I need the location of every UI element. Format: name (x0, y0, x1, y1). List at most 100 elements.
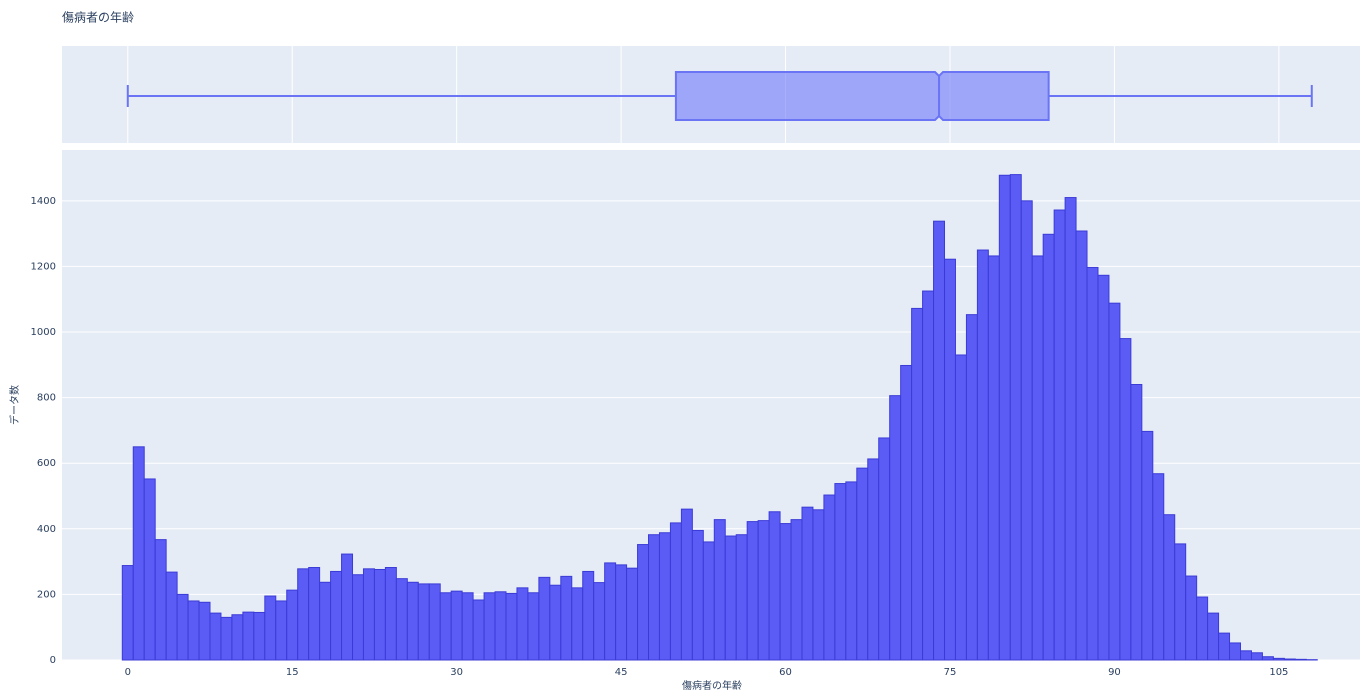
bar (669, 522, 682, 661)
x-axis-label: 傷病者の年齢 (682, 679, 742, 692)
x-tick-label: 45 (615, 667, 628, 678)
bar (494, 591, 507, 661)
bar (341, 553, 354, 661)
bar (1229, 642, 1242, 661)
bar (505, 592, 518, 661)
bar (1075, 230, 1088, 661)
y-tick-label: 0 (50, 655, 56, 666)
bar (604, 562, 617, 661)
bar (691, 529, 704, 661)
bar (998, 174, 1011, 661)
bar (954, 354, 967, 661)
bar (1185, 575, 1198, 661)
box-body (674, 71, 1050, 121)
bar (1240, 650, 1252, 661)
bar (1064, 197, 1077, 661)
y-tick-label: 1000 (31, 327, 56, 338)
x-tick-label: 75 (944, 667, 957, 678)
bar (571, 587, 584, 661)
bar (1108, 302, 1121, 661)
bar (637, 544, 650, 661)
bar (735, 534, 748, 661)
bar (911, 307, 924, 661)
bar (768, 511, 781, 661)
bar (889, 395, 902, 661)
x-tick-label: 60 (779, 667, 792, 678)
bar (154, 539, 167, 661)
chart-title: 傷病者の年齢 (62, 10, 134, 25)
bar (648, 534, 660, 661)
bar (680, 508, 693, 661)
x-tick-label: 90 (1108, 667, 1121, 678)
bar (121, 565, 134, 661)
bar (1283, 658, 1296, 661)
bar (878, 437, 891, 661)
bar (1009, 174, 1022, 661)
bar (593, 582, 606, 661)
y-tick-label: 1400 (31, 196, 56, 207)
bar (1218, 632, 1231, 661)
bar (867, 458, 880, 661)
bar (1250, 652, 1263, 661)
bar (1042, 233, 1055, 661)
bar (231, 614, 244, 661)
bar (1261, 656, 1274, 661)
bar (330, 570, 343, 661)
bar (406, 581, 419, 661)
bar (384, 567, 397, 661)
bar (615, 564, 628, 661)
bar (297, 568, 310, 661)
bar (856, 467, 869, 661)
y-axis-label: データ数 (8, 385, 21, 425)
bar (132, 446, 145, 661)
bar (439, 592, 452, 661)
bar (308, 567, 321, 661)
bar (1141, 430, 1154, 661)
bar (933, 220, 946, 661)
bar (1294, 658, 1307, 661)
bar (560, 575, 573, 661)
bar (812, 509, 825, 661)
bar (176, 593, 189, 661)
bar (1097, 274, 1110, 661)
bar (483, 592, 496, 661)
bar (286, 589, 299, 661)
bar (790, 519, 803, 661)
bar (757, 520, 770, 661)
bar (198, 601, 211, 661)
y-tick-label: 200 (37, 589, 56, 600)
bar (746, 521, 759, 661)
bar (373, 568, 386, 661)
bar (582, 570, 595, 661)
bar (472, 599, 485, 661)
bar (1053, 209, 1066, 661)
x-tick-label: 105 (1269, 667, 1288, 678)
bar (779, 523, 792, 661)
bar (922, 290, 935, 661)
bar (352, 574, 364, 661)
bar (626, 567, 639, 661)
bar (702, 541, 715, 661)
bar (976, 249, 989, 661)
x-tick-label: 15 (286, 667, 299, 678)
bar (1207, 612, 1220, 661)
x-tick-label: 0 (125, 667, 131, 678)
bar (395, 578, 408, 661)
bar (538, 576, 551, 661)
bar (428, 583, 441, 661)
bar (1031, 255, 1044, 661)
bar (143, 478, 156, 661)
bar (319, 581, 332, 661)
y-tick-label: 1200 (31, 261, 56, 272)
bar (264, 595, 277, 661)
bar (1119, 338, 1132, 661)
x-tick-label: 30 (450, 667, 463, 678)
bar (362, 568, 375, 661)
y-tick-label: 800 (37, 393, 56, 404)
bar (209, 612, 222, 661)
bar (516, 587, 529, 661)
bar (1196, 596, 1209, 661)
bar (801, 506, 814, 661)
bar (845, 481, 858, 661)
